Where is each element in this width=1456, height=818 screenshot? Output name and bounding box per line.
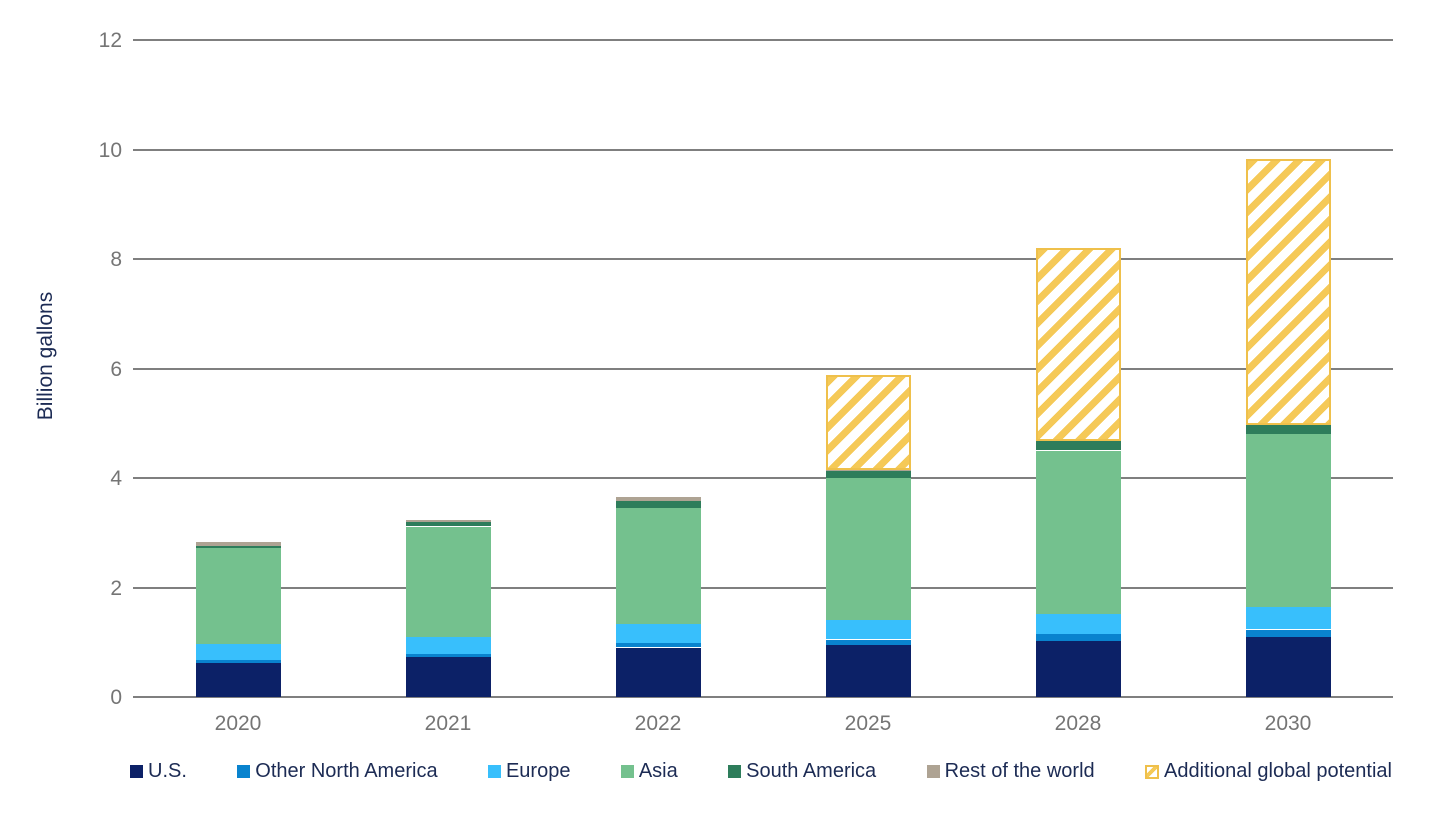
bar-segment	[196, 545, 281, 548]
bar-segment	[196, 548, 281, 644]
legend-swatch-icon	[1145, 764, 1160, 779]
bar-segment	[1036, 441, 1121, 450]
bar-segment	[1246, 636, 1331, 697]
x-tick-label: 2022	[634, 712, 682, 735]
bar-segment	[1246, 425, 1331, 434]
y-tick-label: 2	[110, 577, 122, 600]
bar-segment	[826, 640, 911, 645]
x-tick-label: 2020	[214, 712, 262, 735]
legend-label: South America	[746, 760, 877, 782]
y-gridline	[133, 368, 1393, 370]
bar-segment	[616, 497, 701, 501]
x-tick-label: 2025	[844, 712, 892, 735]
bar-segment	[1246, 159, 1331, 425]
bar-segment	[616, 501, 701, 508]
legend-label: Other North America	[255, 760, 438, 782]
bar-segment	[196, 542, 281, 546]
y-tick-label: 4	[110, 467, 122, 490]
bar-segment	[406, 520, 491, 522]
legend-label: Europe	[505, 760, 571, 782]
bar-segment	[196, 644, 281, 660]
bar-segment	[406, 657, 491, 697]
x-tick-label: 2030	[1264, 712, 1312, 735]
legend-label: Additional global potential	[1164, 760, 1392, 782]
bar-segment	[826, 375, 911, 470]
bar-segment	[826, 470, 911, 471]
legend-item: South America	[728, 760, 876, 783]
legend-swatch-icon	[130, 765, 143, 778]
bar-segment	[1246, 630, 1331, 637]
bar-segment	[616, 624, 701, 643]
bar-segment	[616, 648, 701, 697]
bar-segment	[1246, 607, 1331, 629]
x-tick-label: 2028	[1054, 712, 1102, 735]
legend-item: U.S.	[130, 760, 187, 783]
y-gridline	[133, 149, 1393, 151]
bar-segment	[1036, 641, 1121, 697]
bar-segment	[616, 508, 701, 624]
y-tick-label: 10	[98, 139, 122, 162]
bar-segment	[826, 471, 911, 478]
bar-segment	[406, 654, 491, 657]
bar-segment	[1036, 613, 1121, 634]
y-gridline	[133, 477, 1393, 479]
y-tick-label: 8	[110, 248, 122, 271]
legend-label: U.S.	[148, 760, 187, 782]
y-tick-label: 0	[110, 686, 122, 709]
bar-segment	[1036, 248, 1121, 441]
bar-segment	[406, 527, 491, 637]
legend-swatch-icon	[926, 765, 940, 778]
bar-segment	[1036, 451, 1121, 614]
legend-swatch-icon	[620, 765, 634, 778]
legend-item: Other North America	[237, 760, 438, 783]
y-gridline	[133, 587, 1393, 589]
bar-segment	[406, 636, 491, 654]
y-gridline	[133, 696, 1393, 698]
bar-segment	[406, 522, 491, 526]
legend-label: Asia	[638, 760, 678, 782]
bar-segment	[826, 478, 911, 620]
chart-legend: U.S. Other North America Europe Asia South A…	[130, 760, 1392, 783]
legend-label: Rest of the world	[944, 760, 1095, 782]
y-tick-label: 12	[98, 29, 122, 52]
bar-segment	[196, 660, 281, 663]
bar-segment	[1246, 434, 1331, 607]
legend-swatch-icon	[487, 765, 501, 778]
y-axis-title: Billion gallons	[34, 291, 57, 421]
legend-item: Europe	[487, 760, 571, 783]
bar-segment	[1036, 634, 1121, 641]
legend-swatch-icon	[728, 765, 742, 778]
x-tick-label: 2021	[424, 712, 472, 735]
bar-segment	[826, 645, 911, 697]
legend-item: Asia	[620, 760, 678, 783]
legend-item: Rest of the world	[926, 760, 1095, 783]
bar-segment	[826, 620, 911, 639]
bar-segment	[616, 643, 701, 647]
y-gridline	[133, 39, 1393, 41]
bar-segment	[196, 663, 281, 697]
legend-swatch-icon	[237, 765, 251, 778]
y-tick-label: 6	[110, 358, 122, 381]
y-gridline	[133, 258, 1393, 260]
legend-item: Additional global potential	[1145, 760, 1392, 783]
